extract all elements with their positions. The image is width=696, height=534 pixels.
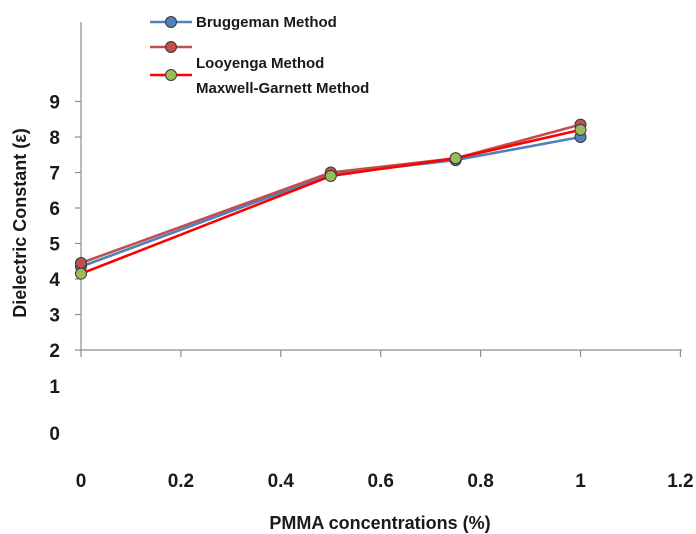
x-tick-label: 0.4 [268, 471, 295, 492]
series-1 [75, 131, 587, 273]
y-tick-label: 8 [49, 128, 60, 149]
series-line [80, 135, 581, 268]
x-tick-label: 0.2 [168, 471, 194, 492]
legend-marker [165, 41, 177, 53]
y-tick-label: 5 [49, 235, 60, 256]
data-point [449, 152, 462, 165]
y-tick-label: 7 [49, 164, 60, 185]
legend-label: Maxwell-Garnett Method [196, 80, 369, 97]
y-tick-label: 3 [49, 306, 60, 327]
data-point [75, 257, 87, 270]
y-axis-ticks: 0 1 2 3 4 5 6 7 8 9 [49, 93, 81, 445]
y-axis-title: Dielectric Constant (ε) [10, 128, 30, 318]
legend-entry-1: Bruggeman Method [150, 14, 337, 31]
legend-marker [165, 16, 177, 28]
x-axis-ticks: 0 0.2 0.4 0.6 0.8 1 1.2 [76, 350, 694, 492]
legend-marker [165, 69, 177, 81]
legend-label: Looyenga Method [196, 55, 324, 72]
data-point [574, 123, 587, 136]
x-tick-label: 0.8 [467, 471, 493, 492]
x-tick-label: 0 [76, 471, 87, 492]
data-point [324, 170, 337, 183]
legend-label: Bruggeman Method [196, 14, 337, 31]
series-3 [75, 123, 587, 280]
x-tick-label: 1.2 [667, 471, 693, 492]
y-tick-label: 9 [49, 93, 60, 114]
series-layer [75, 118, 587, 280]
x-tick-label: 0.6 [367, 471, 393, 492]
legend-entry-3: Maxwell-Garnett Method [150, 69, 369, 97]
y-tick-label: 0 [49, 424, 60, 445]
y-tick-label: 2 [49, 341, 60, 362]
x-tick-label: 1 [575, 471, 586, 492]
legend: Bruggeman Method Looyenga Method Maxwell-G… [150, 14, 369, 97]
series-line [80, 123, 581, 265]
series-line [80, 128, 581, 275]
y-tick-label: 1 [49, 377, 60, 398]
x-axis-title: PMMA concentrations (%) [269, 513, 490, 533]
y-tick-label: 6 [49, 199, 60, 220]
legend-entry-2: Looyenga Method [150, 41, 324, 72]
data-point [75, 267, 87, 280]
y-tick-label: 4 [49, 270, 60, 291]
